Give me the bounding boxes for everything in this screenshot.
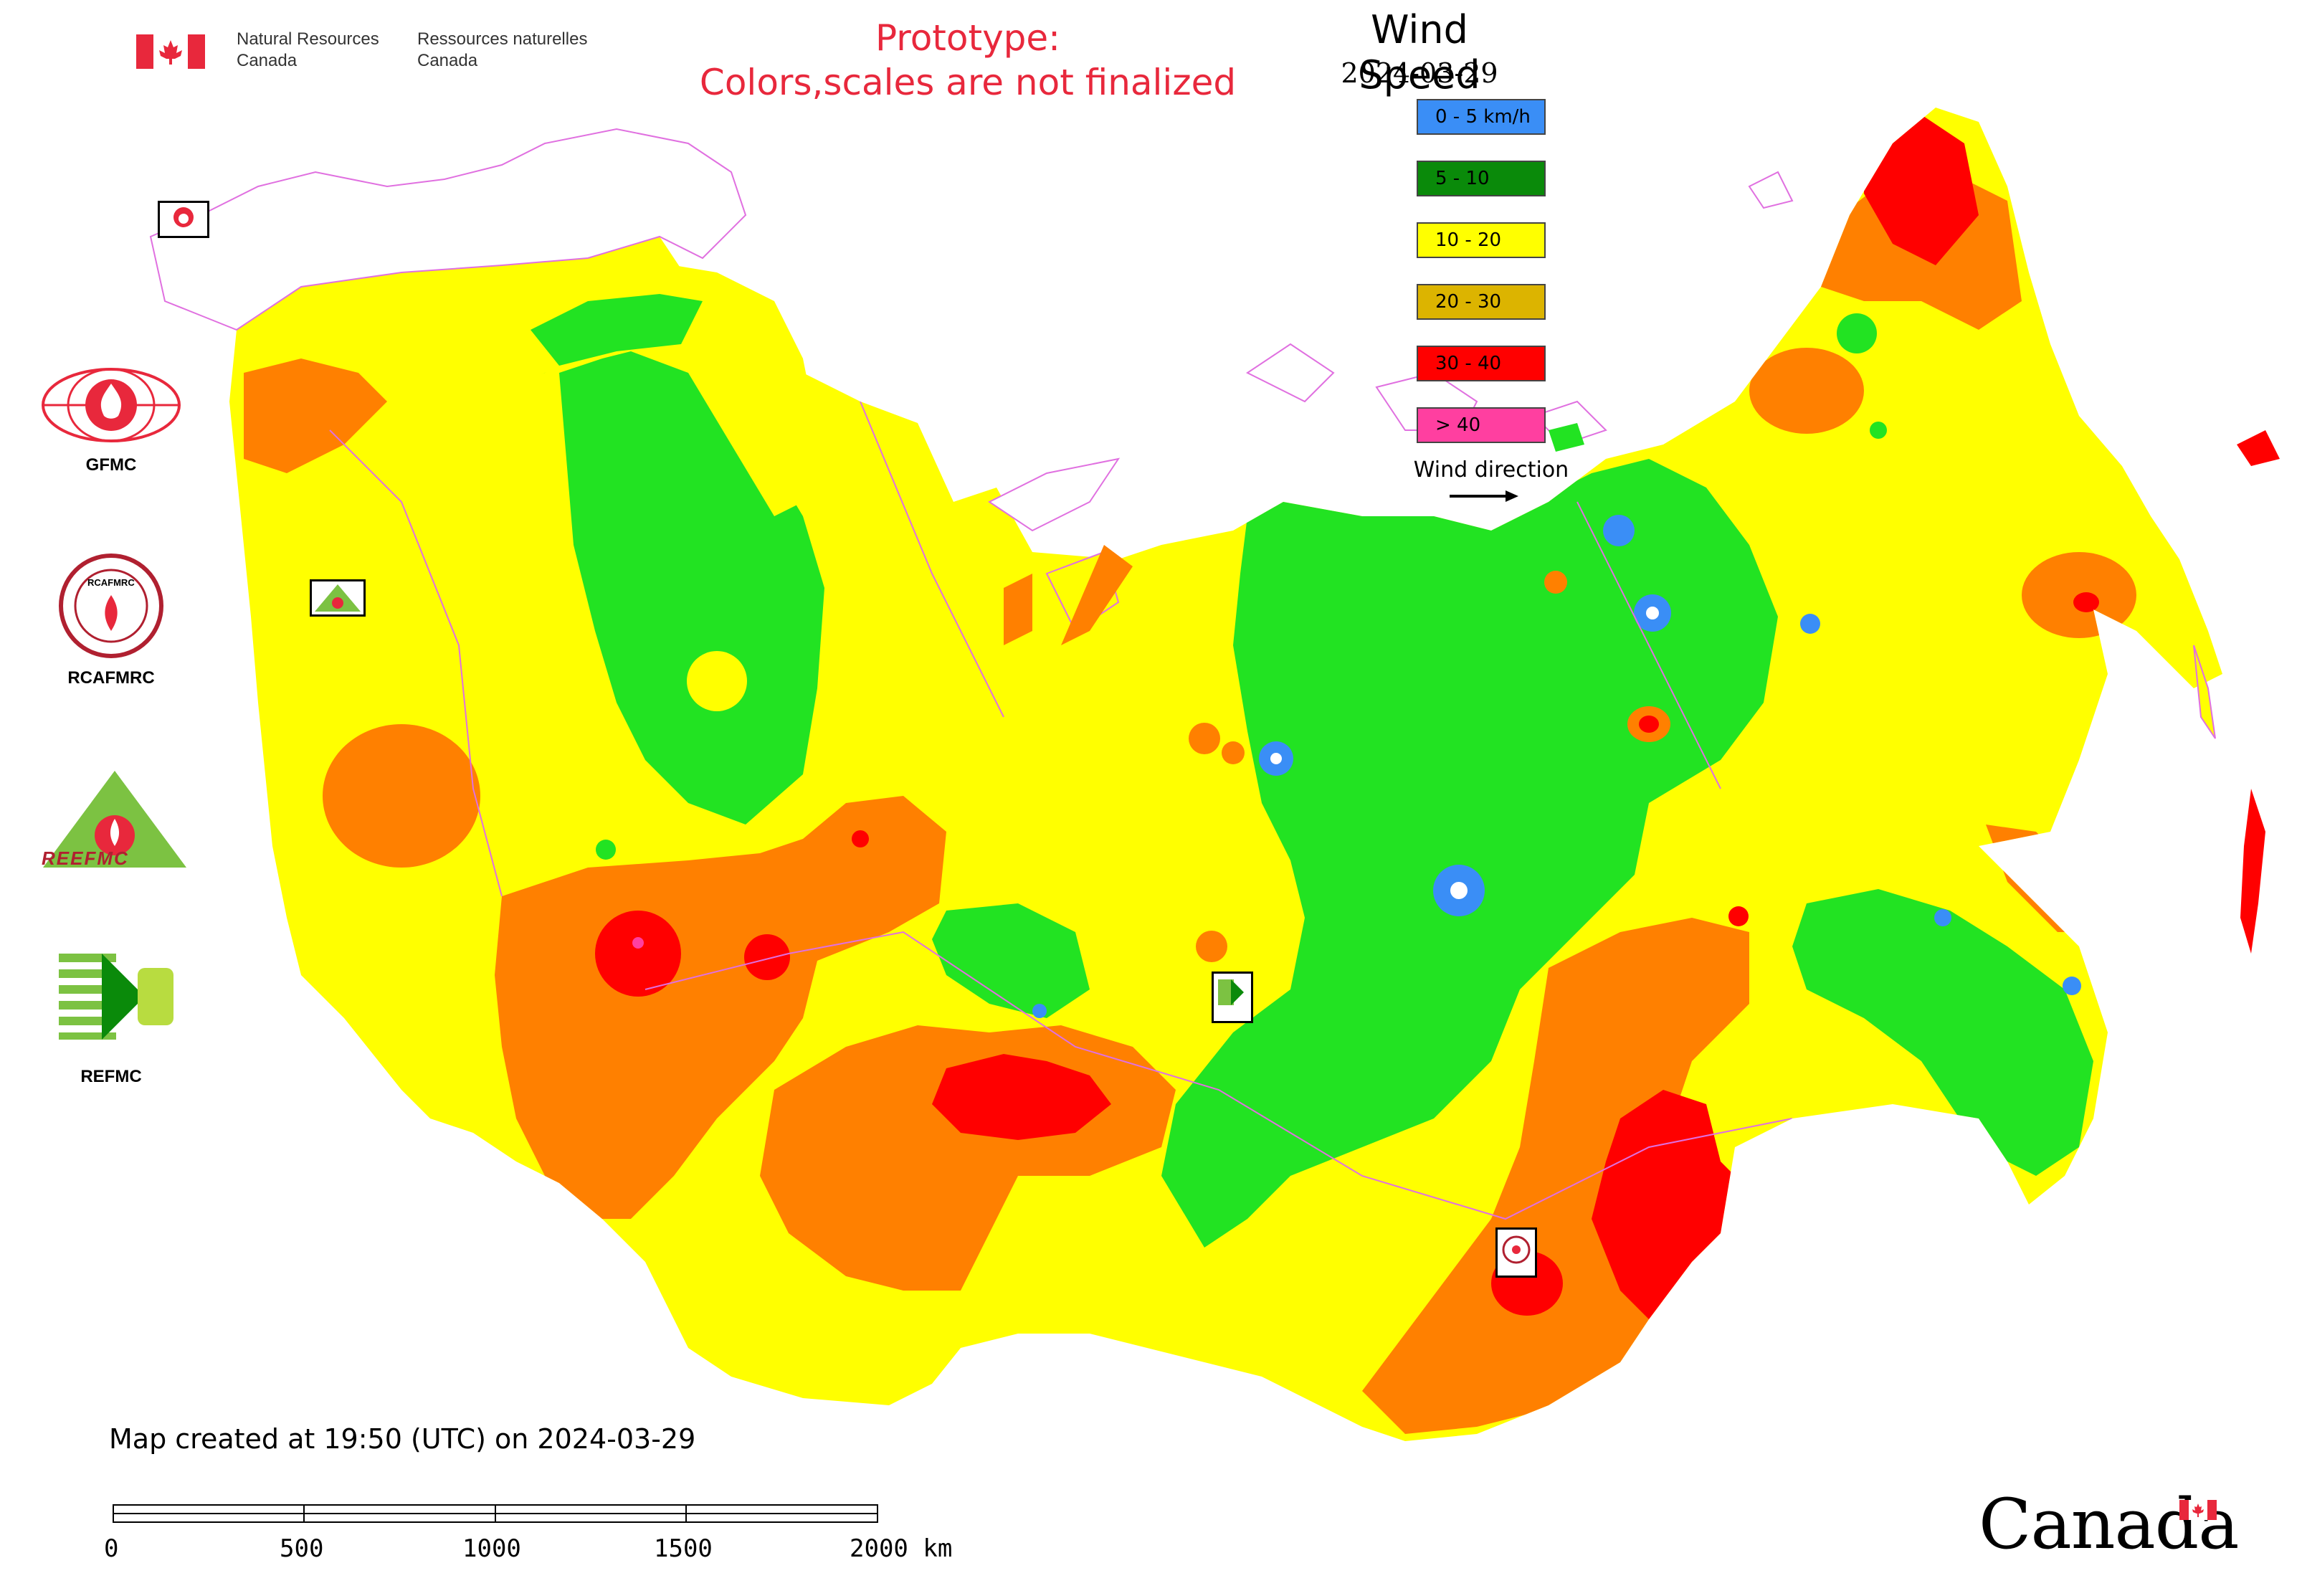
agency-en-line2: Canada xyxy=(237,51,298,70)
scale-label-0: 0 xyxy=(104,1534,119,1563)
legend-date: 2024-03-29 xyxy=(1341,57,1498,89)
legend-item-label: > 40 xyxy=(1435,414,1481,436)
map-created-text: Map created at 19:50 (UTC) on 2024-03-29 xyxy=(109,1423,696,1455)
rcafmrc-label: RCAFMRC xyxy=(67,668,155,688)
scale-label-1000: 1000 xyxy=(462,1534,521,1563)
wind-direction-label: Wind direction xyxy=(1413,457,1569,483)
legend-item-label: 0 - 5 km/h xyxy=(1435,106,1531,128)
agency-fr-line1: Ressources naturelles xyxy=(417,29,588,49)
legend-item-gale: > 40 xyxy=(1417,407,1546,443)
scale-label-1500: 1500 xyxy=(654,1534,713,1563)
scale-label-2000: 2000 km xyxy=(850,1534,953,1563)
legend-title: Wind Speed xyxy=(1359,7,1480,98)
legend-item-strong: 30 - 40 xyxy=(1417,346,1546,381)
canada-wordmark: Canada xyxy=(1979,1484,2239,1564)
fire-center-logo-icon xyxy=(158,201,209,238)
reefmc-logo xyxy=(39,767,190,875)
gfmc-logo xyxy=(39,362,183,448)
agency-fr-line2: Canada xyxy=(417,51,478,70)
agency-name-fr: Ressources naturelles Canada xyxy=(417,29,587,72)
canada-flag-icon xyxy=(2179,1500,2217,1520)
legend-item-light: 5 - 10 xyxy=(1417,161,1546,196)
legend-item-label: 5 - 10 xyxy=(1435,168,1490,189)
agency-name-en: Natural Resources Canada xyxy=(237,29,379,72)
canada-flag-icon xyxy=(136,34,205,69)
rcafmrc-map-marker xyxy=(1495,1227,1537,1278)
legend-item-label: 10 - 20 xyxy=(1435,229,1502,251)
prototype-notice-line1: Prototype: xyxy=(875,17,1061,59)
refmc-logo xyxy=(59,946,173,1054)
legend-item-label: 20 - 30 xyxy=(1435,291,1502,313)
legend-item-fresh: 20 - 30 xyxy=(1417,284,1546,320)
rcafmrc-logo-text: RCAFMRC xyxy=(87,577,135,588)
gfmc-label: GFMC xyxy=(85,455,137,475)
legend-item-calm: 0 - 5 km/h xyxy=(1417,99,1546,135)
legend-item-label: 30 - 40 xyxy=(1435,353,1502,374)
prototype-notice-line2: Colors,scales are not finalized xyxy=(699,62,1237,103)
prototype-notice: Prototype: Colors,scales are not finaliz… xyxy=(645,16,1290,105)
reefmc-logo-text: REEFMC xyxy=(42,847,129,869)
scale-bar xyxy=(113,1504,880,1524)
reefmc-map-marker xyxy=(310,579,366,617)
agency-en-line1: Natural Resources xyxy=(237,29,379,49)
wind-arrow-icon xyxy=(1448,488,1520,505)
refmc-label: REFMC xyxy=(80,1067,142,1086)
rcafmrc-logo xyxy=(57,552,165,660)
refmc-map-marker xyxy=(1212,972,1253,1023)
legend-item-moderate: 10 - 20 xyxy=(1417,222,1546,258)
scale-label-500: 500 xyxy=(280,1534,324,1563)
